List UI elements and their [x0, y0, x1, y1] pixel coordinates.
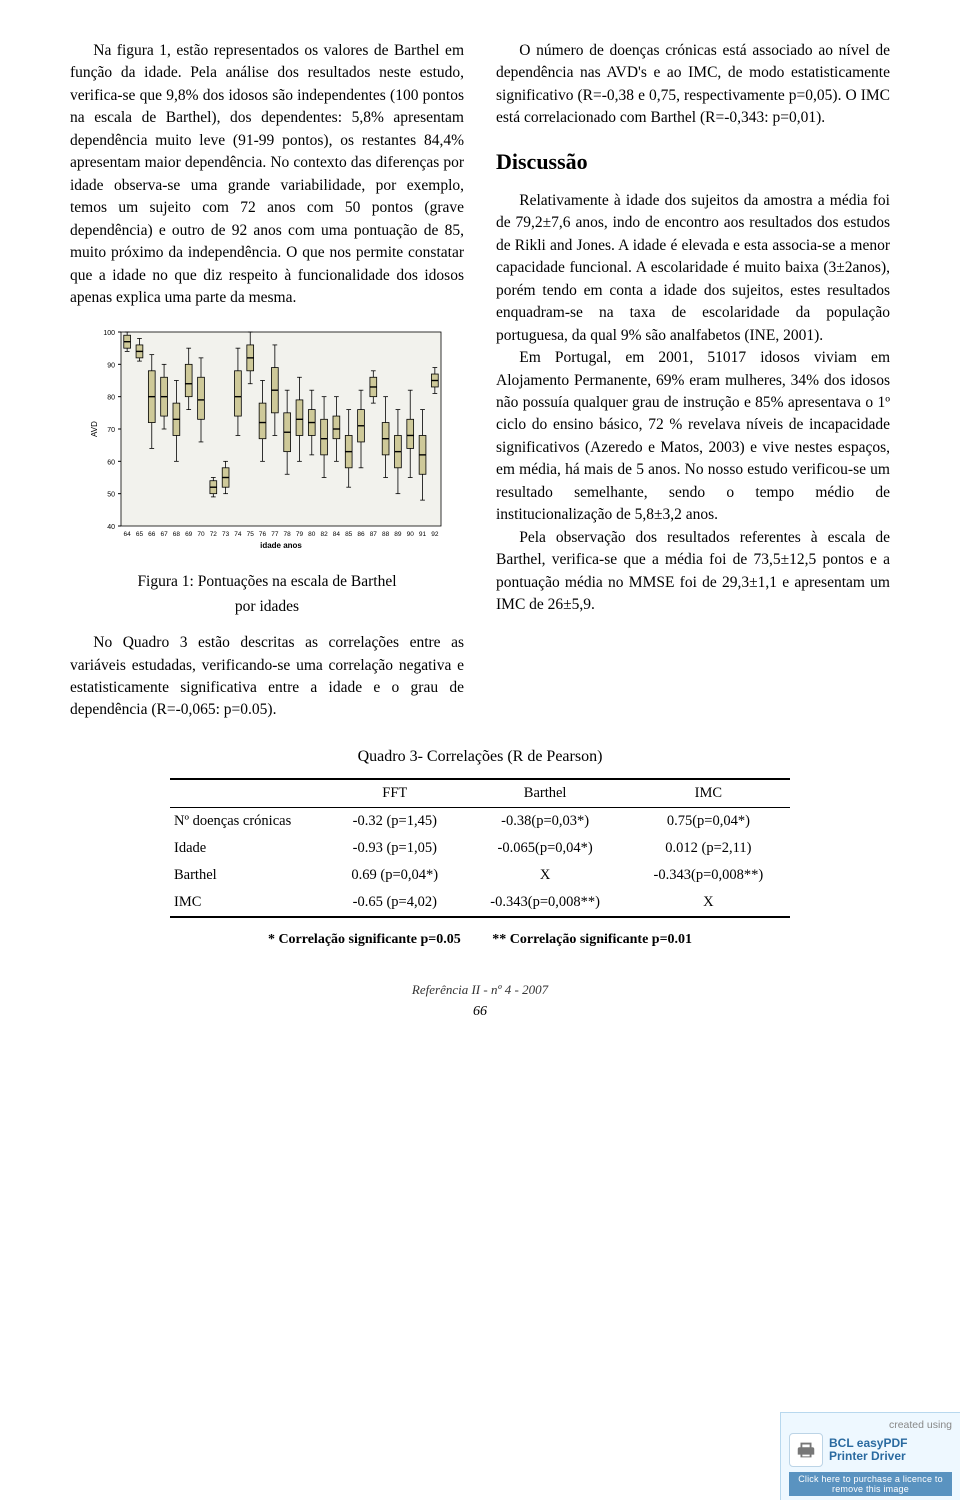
- table-row: IMC-0.65 (p=4,02)-0.343(p=0,008**)X: [170, 889, 790, 917]
- svg-text:84: 84: [333, 531, 341, 538]
- figure-caption: Figura 1: Pontuações na escala de Barthe…: [70, 571, 464, 618]
- table-cell: -0.343(p=0,008**): [627, 862, 790, 889]
- printer-icon: [789, 1433, 823, 1467]
- svg-text:64: 64: [124, 531, 132, 538]
- table-row-label: Idade: [170, 835, 326, 862]
- paragraph: Pela observação dos resultados referente…: [496, 527, 890, 617]
- svg-text:90: 90: [107, 362, 115, 369]
- watermark-product-line2: Printer Driver: [829, 1449, 906, 1463]
- table-cell: -0.32 (p=1,45): [326, 807, 464, 835]
- table-row: Barthel0.69 (p=0,04*)X-0.343(p=0,008**): [170, 862, 790, 889]
- table-col-header: Barthel: [464, 779, 627, 808]
- table-title: Quadro 3- Correlações (R de Pearson): [70, 748, 890, 766]
- table-cell: 0.75(p=0,04*): [627, 807, 790, 835]
- correlation-table: FFTBarthelIMC Nº doenças crónicas-0.32 (…: [170, 778, 790, 918]
- svg-text:79: 79: [296, 531, 304, 538]
- svg-text:75: 75: [247, 531, 255, 538]
- svg-text:86: 86: [357, 531, 365, 538]
- svg-text:50: 50: [107, 491, 115, 498]
- journal-reference: Referência II - nº 4 - 2007: [70, 982, 890, 998]
- table-cell: 0.69 (p=0,04*): [326, 862, 464, 889]
- pdf-watermark[interactable]: created using BCL easyPDF Printer Driver…: [780, 1412, 960, 1500]
- svg-text:66: 66: [148, 531, 156, 538]
- paragraph: No Quadro 3 estão descritas as correlaçõ…: [70, 632, 464, 722]
- table-row: Idade-0.93 (p=1,05)-0.065(p=0,04*)0.012 …: [170, 835, 790, 862]
- table-col-header: IMC: [627, 779, 790, 808]
- footnote-1: * Correlação significante p=0.05: [268, 932, 461, 947]
- table-row: Nº doenças crónicas-0.32 (p=1,45)-0.38(p…: [170, 807, 790, 835]
- svg-text:80: 80: [107, 394, 115, 401]
- table-cell: 0.012 (p=2,11): [627, 835, 790, 862]
- svg-text:69: 69: [185, 531, 193, 538]
- paragraph: Relativamente à idade dos sujeitos da am…: [496, 190, 890, 347]
- svg-text:80: 80: [308, 531, 316, 538]
- svg-text:91: 91: [419, 531, 427, 538]
- svg-text:70: 70: [107, 427, 115, 434]
- svg-text:87: 87: [370, 531, 378, 538]
- svg-text:40: 40: [107, 524, 115, 531]
- figure-caption-line1: Figura 1: Pontuações na escala de Barthe…: [137, 573, 396, 590]
- svg-text:88: 88: [382, 531, 390, 538]
- table-cell: -0.65 (p=4,02): [326, 889, 464, 917]
- paragraph: Na figura 1, estão representados os valo…: [70, 40, 464, 310]
- table-row-label: IMC: [170, 889, 326, 917]
- barthel-boxplot-chart: 40 50 60 70 80 90 100 AVD 64 65 66 67 68 69 70 72 73 74 75…: [87, 324, 447, 561]
- svg-text:78: 78: [284, 531, 292, 538]
- svg-text:AVD: AVD: [90, 420, 99, 436]
- table-row-label: Barthel: [170, 862, 326, 889]
- svg-text:72: 72: [210, 531, 218, 538]
- svg-text:67: 67: [160, 531, 168, 538]
- table-cell: -0.93 (p=1,05): [326, 835, 464, 862]
- svg-text:idade anos: idade anos: [260, 541, 302, 550]
- table-cell: X: [627, 889, 790, 917]
- table-corner: [170, 779, 326, 808]
- svg-text:65: 65: [136, 531, 144, 538]
- svg-text:82: 82: [320, 531, 328, 538]
- svg-text:92: 92: [431, 531, 439, 538]
- section-heading: Discussão: [496, 146, 890, 178]
- svg-text:90: 90: [407, 531, 415, 538]
- svg-text:68: 68: [173, 531, 181, 538]
- table-cell: -0.065(p=0,04*): [464, 835, 627, 862]
- svg-text:70: 70: [197, 531, 205, 538]
- svg-text:76: 76: [259, 531, 267, 538]
- paragraph: Em Portugal, em 2001, 51017 idosos vivia…: [496, 347, 890, 527]
- svg-text:77: 77: [271, 531, 279, 538]
- svg-text:73: 73: [222, 531, 230, 538]
- table-cell: -0.343(p=0,008**): [464, 889, 627, 917]
- svg-text:85: 85: [345, 531, 353, 538]
- footnote-2: ** Correlação significante p=0.01: [492, 932, 692, 947]
- table-row-label: Nº doenças crónicas: [170, 807, 326, 835]
- paragraph: O número de doenças crónicas está associ…: [496, 40, 890, 130]
- watermark-created-using: created using: [789, 1419, 952, 1431]
- svg-text:60: 60: [107, 459, 115, 466]
- svg-text:74: 74: [234, 531, 242, 538]
- table-col-header: FFT: [326, 779, 464, 808]
- page-number: 66: [70, 1004, 890, 1020]
- svg-text:89: 89: [394, 531, 402, 538]
- watermark-purchase-bar[interactable]: Click here to purchase a licence to remo…: [789, 1472, 952, 1496]
- svg-text:100: 100: [103, 330, 115, 337]
- figure-caption-line2: por idades: [70, 596, 464, 618]
- table-cell: -0.38(p=0,03*): [464, 807, 627, 835]
- table-footnote: * Correlação significante p=0.05 ** Corr…: [70, 932, 890, 948]
- watermark-product: BCL easyPDF: [829, 1436, 907, 1450]
- table-cell: X: [464, 862, 627, 889]
